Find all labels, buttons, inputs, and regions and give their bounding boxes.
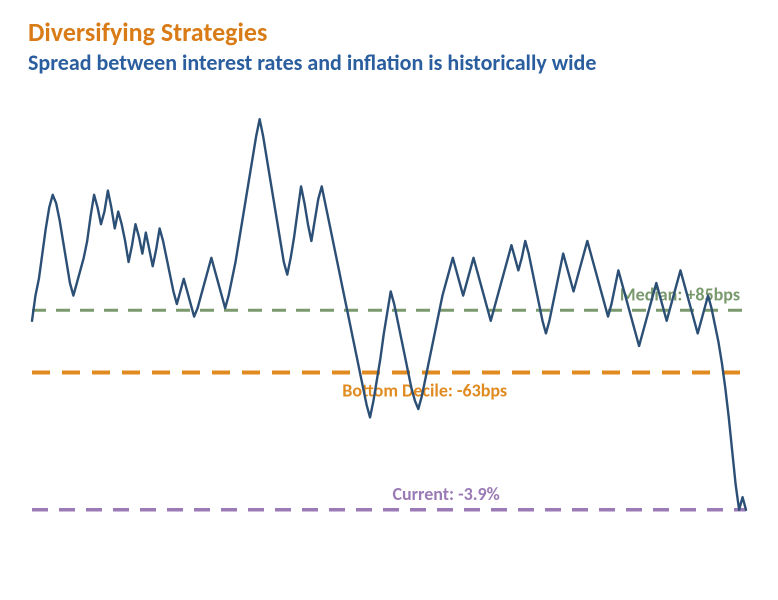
spread-line-chart: Median: +85bpsBottom Decile: -63bpsCurre… <box>28 90 750 560</box>
series-line <box>32 119 746 510</box>
slide-title: Diversifying Strategies <box>28 18 750 48</box>
slide-subtitle: Spread between interest rates and inflat… <box>28 50 750 76</box>
chart-container: Median: +85bpsBottom Decile: -63bpsCurre… <box>28 90 750 560</box>
reference-line-label: Median: +85bps <box>620 283 740 305</box>
slide-root: Diversifying Strategies Spread between i… <box>0 0 778 600</box>
reference-line-label: Current: -3.9% <box>392 483 499 505</box>
